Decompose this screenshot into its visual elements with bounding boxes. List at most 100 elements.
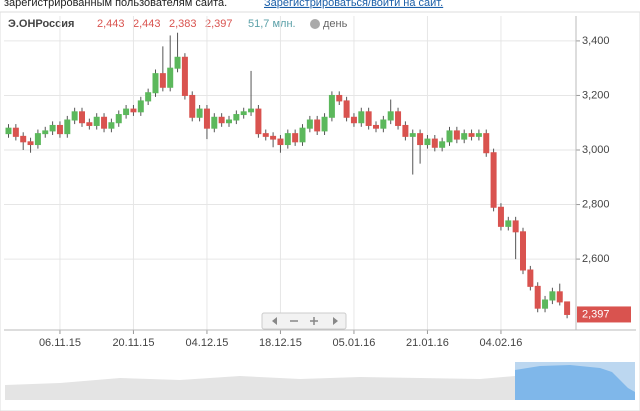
navigator-selection — [515, 365, 635, 400]
candle-body — [439, 141, 446, 148]
notice-text: зарегистрированным пользователям сайта. — [4, 0, 227, 9]
x-tick-label: 20.11.15 — [112, 337, 154, 349]
header-volume: 51,7 млн. — [248, 18, 296, 30]
y-tick-label: 2,800 — [582, 198, 610, 210]
candle-body — [218, 116, 225, 124]
candle-body — [64, 119, 71, 135]
candle-body — [527, 269, 534, 287]
candle-body — [115, 114, 122, 124]
zoom-in[interactable] — [310, 317, 318, 325]
y-tick-label: 3,000 — [582, 144, 610, 156]
candle-body — [174, 56, 181, 69]
candle-body — [189, 94, 196, 118]
candle-body — [20, 135, 27, 143]
candle-body — [556, 291, 563, 303]
candle-body — [42, 130, 49, 135]
candle-body — [56, 124, 63, 135]
candle-body — [497, 206, 504, 227]
candle-body — [483, 133, 490, 154]
candle-body — [292, 133, 299, 143]
candle-body — [468, 133, 475, 137]
header-open: 2,443 — [97, 18, 125, 30]
candle-body — [350, 116, 357, 124]
header-low: 2,383 — [169, 18, 197, 30]
candle-body — [130, 108, 137, 113]
candle-body — [181, 56, 188, 96]
scroll-buttons — [261, 312, 347, 330]
candle-body — [34, 133, 41, 146]
period-icon[interactable] — [310, 19, 320, 29]
candle-body — [277, 138, 284, 146]
candle-body — [5, 127, 12, 135]
candle-body — [542, 299, 549, 309]
candle-body — [86, 122, 93, 126]
candle-body — [211, 116, 218, 129]
x-tick-label: 04.02.16 — [480, 337, 523, 349]
candle-body — [255, 108, 262, 135]
candle-body — [475, 133, 482, 137]
candle-body — [549, 291, 556, 301]
x-tick-label: 21.01.16 — [406, 337, 449, 349]
candle-body — [27, 141, 34, 146]
candle-body — [145, 92, 152, 102]
x-tick-label: 18.12.15 — [259, 337, 302, 349]
x-tick-label: 06.11.15 — [39, 337, 81, 349]
x-tick-label: 05.01.16 — [333, 337, 376, 349]
candle-body — [152, 73, 159, 94]
candle-body — [380, 119, 387, 129]
candle-body — [409, 133, 416, 137]
header-close: 2,397 — [205, 18, 233, 30]
candle-body — [108, 122, 115, 129]
candle-body — [424, 138, 431, 146]
scroll-right[interactable] — [333, 317, 338, 325]
candle-body — [167, 67, 174, 88]
candle-body — [336, 94, 343, 102]
candle-body — [137, 100, 144, 113]
x-tick-label: 04.12.15 — [186, 337, 229, 349]
candle-body — [203, 108, 210, 129]
candle-body — [490, 152, 497, 208]
candle-body — [402, 124, 409, 137]
candle-body — [417, 133, 424, 146]
candle-body — [240, 111, 247, 116]
scroll-box — [261, 312, 347, 330]
candle-body — [71, 111, 78, 121]
last-price-label: 2,397 — [582, 308, 610, 320]
candle-body — [159, 73, 166, 88]
candle-body — [520, 231, 526, 271]
y-tick-label: 2,600 — [582, 253, 610, 265]
navigator — [5, 362, 635, 400]
candle-body — [328, 94, 335, 118]
scroll-left[interactable] — [272, 317, 277, 325]
candle-body — [226, 119, 232, 124]
candle-body — [387, 111, 394, 121]
register-link[interactable]: Зарегистрироваться/войти на сайт. — [264, 0, 443, 9]
candle-body — [49, 124, 56, 132]
period[interactable]: день — [323, 18, 348, 30]
candle-body — [505, 220, 512, 227]
candle-body — [446, 130, 453, 143]
candle-body — [233, 114, 240, 121]
candle-body — [321, 116, 328, 132]
header-high: 2,443 — [133, 18, 161, 30]
y-tick-label: 3,200 — [582, 89, 610, 101]
navigator-area — [5, 376, 515, 400]
candle-body — [453, 130, 460, 140]
ticker: Э.ОНРоссия — [8, 18, 74, 30]
last-price-box — [577, 306, 631, 323]
candle-body — [299, 127, 306, 143]
candle-body — [123, 108, 130, 116]
candle-body — [314, 119, 321, 132]
candle-body — [248, 108, 255, 113]
candle-body — [512, 220, 519, 233]
candle-body — [564, 301, 571, 315]
candle-body — [101, 116, 108, 129]
candle-body — [534, 285, 541, 309]
candle-body — [431, 138, 438, 148]
candle-body — [262, 133, 269, 137]
chart-frame — [0, 11, 640, 411]
candle-body — [93, 116, 100, 126]
candle-body — [284, 133, 291, 146]
